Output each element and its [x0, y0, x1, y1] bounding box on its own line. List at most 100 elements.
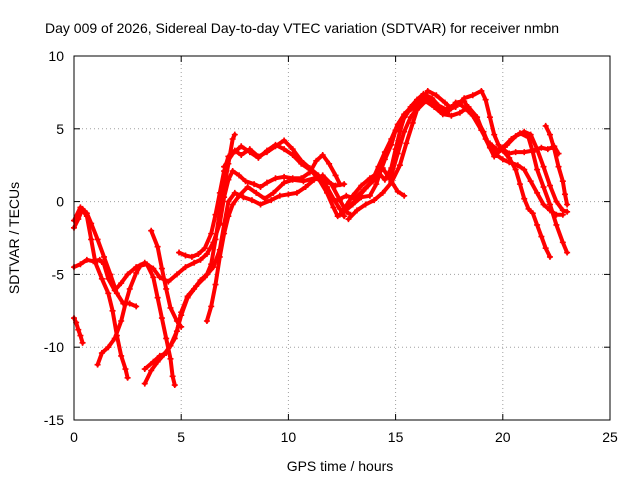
data-point — [229, 168, 236, 175]
data-point — [163, 350, 170, 357]
data-point — [255, 154, 262, 161]
data-point — [538, 233, 545, 240]
data-point — [272, 141, 279, 148]
data-point — [203, 271, 210, 278]
data-point — [197, 277, 204, 284]
data-point — [336, 211, 343, 218]
data-point — [148, 227, 155, 234]
data-point — [118, 317, 125, 324]
data-point — [251, 181, 258, 188]
data-point — [448, 112, 455, 119]
data-point — [148, 367, 155, 374]
data-point — [394, 150, 401, 157]
data-point — [478, 87, 485, 94]
data-point — [94, 361, 101, 368]
data-point — [358, 182, 365, 189]
y-tick-label: -10 — [44, 339, 64, 355]
y-tick-label: 5 — [56, 121, 64, 137]
y-tick-label: -15 — [44, 412, 64, 428]
data-point — [525, 134, 532, 141]
data-point — [203, 317, 210, 324]
data-point — [298, 160, 305, 167]
data-point — [341, 181, 348, 188]
data-point — [98, 350, 105, 357]
data-point — [546, 131, 553, 138]
data-point — [171, 335, 178, 342]
data-point — [163, 285, 170, 292]
data-point — [221, 230, 228, 237]
data-point — [208, 230, 215, 237]
data-point — [538, 144, 545, 151]
satellite-track-16 — [336, 165, 408, 218]
data-point — [263, 179, 270, 186]
data-point — [534, 189, 541, 196]
data-point — [167, 355, 174, 362]
data-point — [263, 147, 270, 154]
data-point — [208, 303, 215, 310]
data-point — [354, 195, 361, 202]
plot-frame — [73, 55, 611, 421]
data-point — [409, 119, 416, 126]
data-point — [289, 152, 296, 159]
data-point — [163, 335, 170, 342]
data-point — [559, 178, 566, 185]
data-point — [508, 135, 515, 142]
data-point — [96, 256, 103, 263]
data-point — [268, 197, 275, 204]
data-point — [238, 152, 245, 159]
data-point — [281, 146, 288, 153]
data-point — [216, 253, 223, 260]
data-point — [124, 271, 131, 278]
data-point — [416, 102, 423, 109]
data-point — [105, 275, 112, 282]
data-point — [330, 204, 337, 211]
x-tick-label: 5 — [177, 429, 185, 445]
data-point — [212, 281, 219, 288]
data-point — [141, 366, 148, 373]
data-point — [345, 216, 352, 223]
data-point — [133, 303, 140, 310]
data-point — [176, 249, 183, 256]
satellite-track-17 — [388, 87, 455, 179]
data-point — [559, 207, 566, 214]
satellite-track-10 — [203, 175, 348, 324]
data-point — [403, 140, 410, 147]
data-point — [441, 99, 448, 106]
data-point — [225, 213, 232, 220]
data-point — [111, 335, 118, 342]
data-point — [506, 154, 513, 161]
data-point — [482, 96, 489, 103]
data-point — [409, 102, 416, 109]
data-point — [143, 261, 150, 268]
data-point — [321, 178, 328, 185]
data-point — [551, 146, 558, 153]
data-point — [379, 189, 386, 196]
data-point — [289, 146, 296, 153]
data-point — [98, 275, 105, 282]
data-point — [564, 208, 571, 215]
satellite-track-11 — [221, 141, 341, 220]
data-point — [516, 130, 523, 137]
data-point — [261, 195, 268, 202]
data-point — [388, 172, 395, 179]
data-point — [173, 271, 180, 278]
data-point — [371, 176, 378, 183]
data-point — [229, 150, 236, 157]
data-point — [118, 352, 125, 359]
data-point — [188, 253, 195, 260]
x-tick-label: 10 — [281, 429, 297, 445]
data-point — [270, 189, 277, 196]
data-point — [94, 236, 101, 243]
data-point — [191, 259, 198, 266]
data-point — [79, 339, 86, 346]
data-point — [332, 172, 339, 179]
data-point — [521, 149, 528, 156]
data-point — [240, 194, 247, 201]
data-point — [236, 192, 243, 199]
data-point — [323, 189, 330, 196]
data-point — [315, 175, 322, 182]
data-point — [394, 188, 401, 195]
data-point — [158, 315, 165, 322]
data-point — [244, 184, 251, 191]
